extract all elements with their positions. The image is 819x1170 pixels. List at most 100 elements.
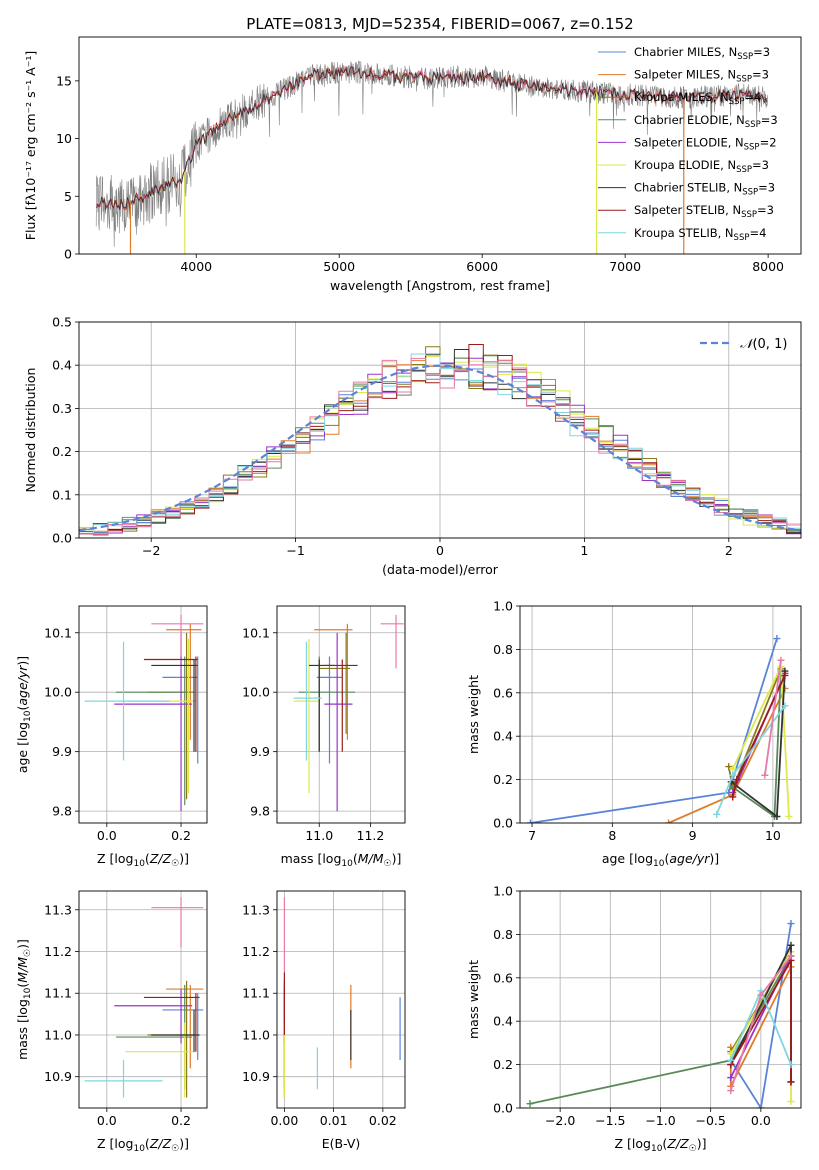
y-tick-label: 10.1 xyxy=(44,625,72,640)
age-vs-mass-plot xyxy=(293,614,404,812)
x-tick-label: 0.0 xyxy=(97,828,117,843)
spectrum-model-line xyxy=(96,66,768,211)
errorbar-point xyxy=(316,656,343,764)
errorbar-point xyxy=(380,614,404,669)
y-tick-label: 0.0 xyxy=(493,816,513,831)
x-tick-label: 2 xyxy=(725,543,733,558)
weight-marker xyxy=(727,1056,735,1064)
errorbar-point xyxy=(162,993,204,1061)
mass-vs-Z-frame xyxy=(78,890,208,1109)
y-tick-label: 0.8 xyxy=(493,927,513,942)
x-axis-label: Z [log10(Z/Z☉)] xyxy=(97,1136,189,1154)
y-tick-label: 0.5 xyxy=(52,315,72,330)
legend-entry: Salpeter STELIB, NSSP=3 xyxy=(634,203,774,220)
x-tick-label: 5000 xyxy=(323,259,355,274)
y-tick-label: 0.8 xyxy=(493,642,513,657)
y-tick-label: 0.6 xyxy=(493,970,513,985)
weight-marker xyxy=(757,1104,765,1108)
errorbar-point xyxy=(309,659,335,752)
y-tick-label: 11.1 xyxy=(44,986,72,1001)
x-axis-label: Z [log10(Z/Z☉)] xyxy=(615,1136,707,1154)
errorbar-point xyxy=(151,614,204,657)
y-tick-label: 11.0 xyxy=(44,1027,72,1042)
x-tick-label: 11.2 xyxy=(357,828,385,843)
y-tick-label: 11.2 xyxy=(44,944,72,959)
legend-entry: Salpeter MILES, NSSP=3 xyxy=(634,68,769,85)
errorbar-point xyxy=(84,1060,163,1098)
weight-marker xyxy=(727,1087,735,1095)
errorbar-point xyxy=(166,623,202,740)
x-tick-label: −2.0 xyxy=(545,1113,575,1128)
normal-curve xyxy=(79,364,801,532)
massweight-vs-Z-plot xyxy=(526,920,795,1108)
y-tick-label: 0.0 xyxy=(493,1101,513,1116)
age-vs-Z-plot xyxy=(84,614,204,812)
weight-series xyxy=(764,660,782,776)
x-axis-label: E(B-V) xyxy=(322,1136,361,1151)
y-tick-label: 11.2 xyxy=(242,944,270,959)
errorbar-point xyxy=(114,989,193,1044)
y-tick-label: 10.9 xyxy=(44,1069,72,1084)
legend-entry: Kroupa MILES, NSSP=4 xyxy=(634,90,761,107)
errorbar-point xyxy=(324,632,353,812)
y-tick-label: 0.0 xyxy=(52,531,72,546)
weight-marker xyxy=(526,1100,534,1108)
spectrum-legend: Chabrier MILES, NSSP=3 Salpeter MILES, NS… xyxy=(598,45,778,243)
weight-marker xyxy=(526,819,534,823)
spectrum-frame xyxy=(78,36,802,255)
y-tick-label: 11.3 xyxy=(44,902,72,917)
age-vs-Z-axes: 0.0 0.2 9.8 9.9 10.0 10.1 xyxy=(44,606,207,843)
y-tick-label: 10 xyxy=(56,131,72,146)
y-tick-label: 15 xyxy=(56,73,72,88)
errorbar-point xyxy=(324,659,358,752)
legend-entry: 𝒩(0, 1) xyxy=(740,337,787,352)
y-axis-label: mass [log10(M/M☉)] xyxy=(15,939,33,1060)
x-tick-label: 7 xyxy=(528,828,536,843)
histogram-plot xyxy=(79,344,801,538)
y-tick-label: 10.9 xyxy=(242,1069,270,1084)
y-tick-label: 1.0 xyxy=(493,599,513,614)
x-tick-label: 6000 xyxy=(466,259,498,274)
x-tick-label: 1 xyxy=(580,543,588,558)
weight-marker xyxy=(729,793,737,801)
x-tick-label: −2 xyxy=(142,543,160,558)
y-tick-label: 0.2 xyxy=(493,1057,513,1072)
age-vs-Z-frame xyxy=(78,605,208,824)
y-tick-label: 0 xyxy=(64,247,72,262)
x-axis-label: wavelength [Angstrom, rest frame] xyxy=(330,278,550,293)
x-tick-label: −0.5 xyxy=(695,1113,725,1128)
x-tick-label: −1 xyxy=(286,543,304,558)
massweight-vs-age-plot xyxy=(526,635,793,823)
errorbar-point xyxy=(151,1009,200,1052)
mass-vs-Z-plot xyxy=(84,897,204,1098)
y-tick-label: 5 xyxy=(64,189,72,204)
x-axis-label: age [log10(age/yr)] xyxy=(602,851,719,869)
y-tick-label: 0.4 xyxy=(493,1014,513,1029)
errorbar-point xyxy=(314,623,353,740)
weight-marker xyxy=(787,952,795,960)
errorbar-point xyxy=(143,656,198,752)
age-vs-mass-frame xyxy=(276,605,406,824)
x-tick-label: −1.0 xyxy=(645,1113,675,1128)
legend-entry: Chabrier MILES, NSSP=3 xyxy=(634,45,770,62)
y-tick-label: 10.1 xyxy=(242,625,270,640)
weight-marker xyxy=(725,763,733,771)
weight-marker xyxy=(761,771,769,779)
y-tick-label: 9.8 xyxy=(52,804,72,819)
spectrum-plot xyxy=(95,60,769,254)
mass-vs-EBV-plot xyxy=(283,897,401,1098)
weight-marker xyxy=(665,819,673,823)
x-tick-label: 8000 xyxy=(752,259,784,274)
x-tick-label: 0.00 xyxy=(270,1113,298,1128)
x-tick-label: 0.2 xyxy=(171,828,191,843)
weight-marker xyxy=(729,771,737,779)
legend-entry: Salpeter ELODIE, NSSP=2 xyxy=(634,135,777,152)
y-tick-label: 0.1 xyxy=(52,487,72,502)
weight-marker xyxy=(777,656,785,664)
spectrum-data-line xyxy=(95,60,769,247)
weight-marker xyxy=(773,635,781,643)
y-tick-label: 9.8 xyxy=(250,804,270,819)
y-axis-label: age [log10(age/yr)] xyxy=(15,656,33,773)
weight-marker xyxy=(733,776,741,784)
